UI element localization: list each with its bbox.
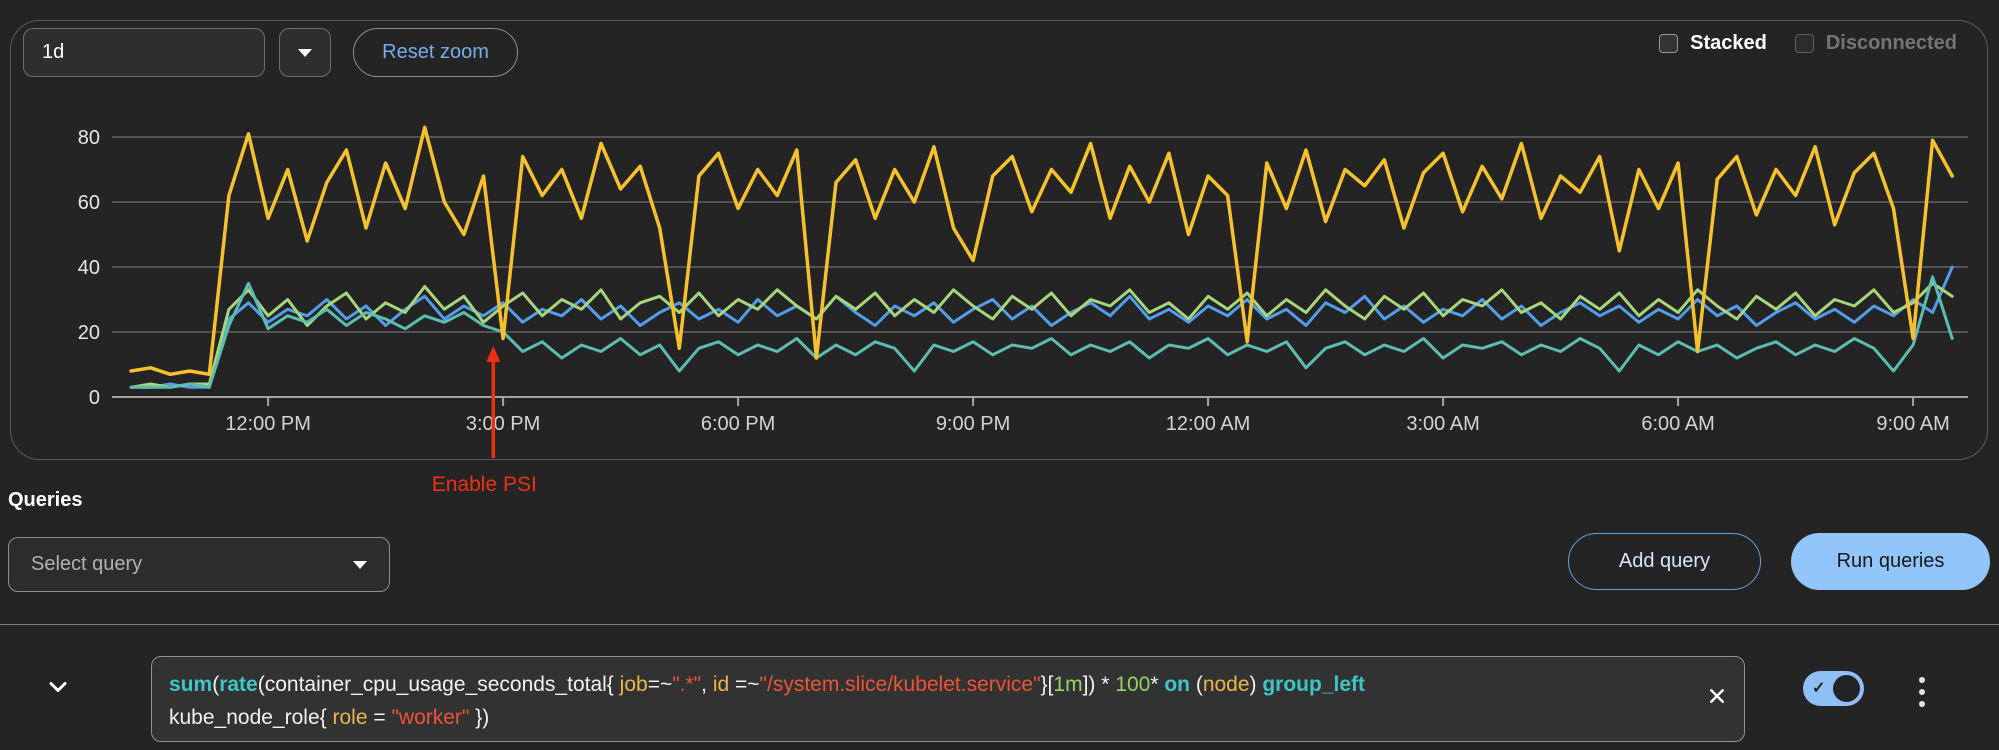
time-range-dropdown-button[interactable]: [279, 28, 331, 77]
check-icon: ✓: [1812, 680, 1826, 697]
query-enabled-toggle[interactable]: ✓: [1803, 671, 1864, 706]
query-expression-input[interactable]: sum(rate(container_cpu_usage_seconds_tot…: [151, 656, 1745, 742]
query-expand-toggle[interactable]: [38, 672, 78, 702]
annotation-enable-psi: Enable PSI: [432, 473, 537, 496]
reset-zoom-button[interactable]: Reset zoom: [353, 28, 518, 77]
section-divider: [0, 624, 1999, 625]
query-close-button[interactable]: [1702, 682, 1732, 710]
query-kebab-menu-button[interactable]: [1908, 670, 1936, 714]
close-icon: [1710, 689, 1724, 703]
disconnected-label: Disconnected: [1825, 32, 1957, 54]
chart-options: Stacked Disconnected: [1659, 32, 1957, 55]
select-query-placeholder: Select query: [31, 553, 143, 575]
stacked-label: Stacked: [1690, 32, 1767, 54]
queries-heading: Queries: [8, 489, 83, 511]
add-query-button[interactable]: Add query: [1568, 533, 1761, 590]
chevron-down-icon: [353, 560, 367, 569]
metrics-chart-panel: Reset zoom Stacked Disconnected: [10, 20, 1988, 460]
select-query-dropdown[interactable]: Select query: [8, 537, 390, 592]
kebab-icon: [1919, 677, 1925, 683]
run-queries-button[interactable]: Run queries: [1791, 533, 1990, 590]
stacked-checkbox-group: Stacked: [1659, 32, 1767, 55]
disconnected-checkbox: [1794, 34, 1814, 53]
stacked-checkbox[interactable]: [1659, 34, 1679, 53]
toggle-knob: [1833, 675, 1860, 702]
disconnected-checkbox-group: Disconnected: [1794, 32, 1957, 55]
chevron-down-icon: [49, 682, 67, 692]
time-range-input[interactable]: [23, 28, 265, 77]
chevron-down-icon: [298, 48, 312, 57]
